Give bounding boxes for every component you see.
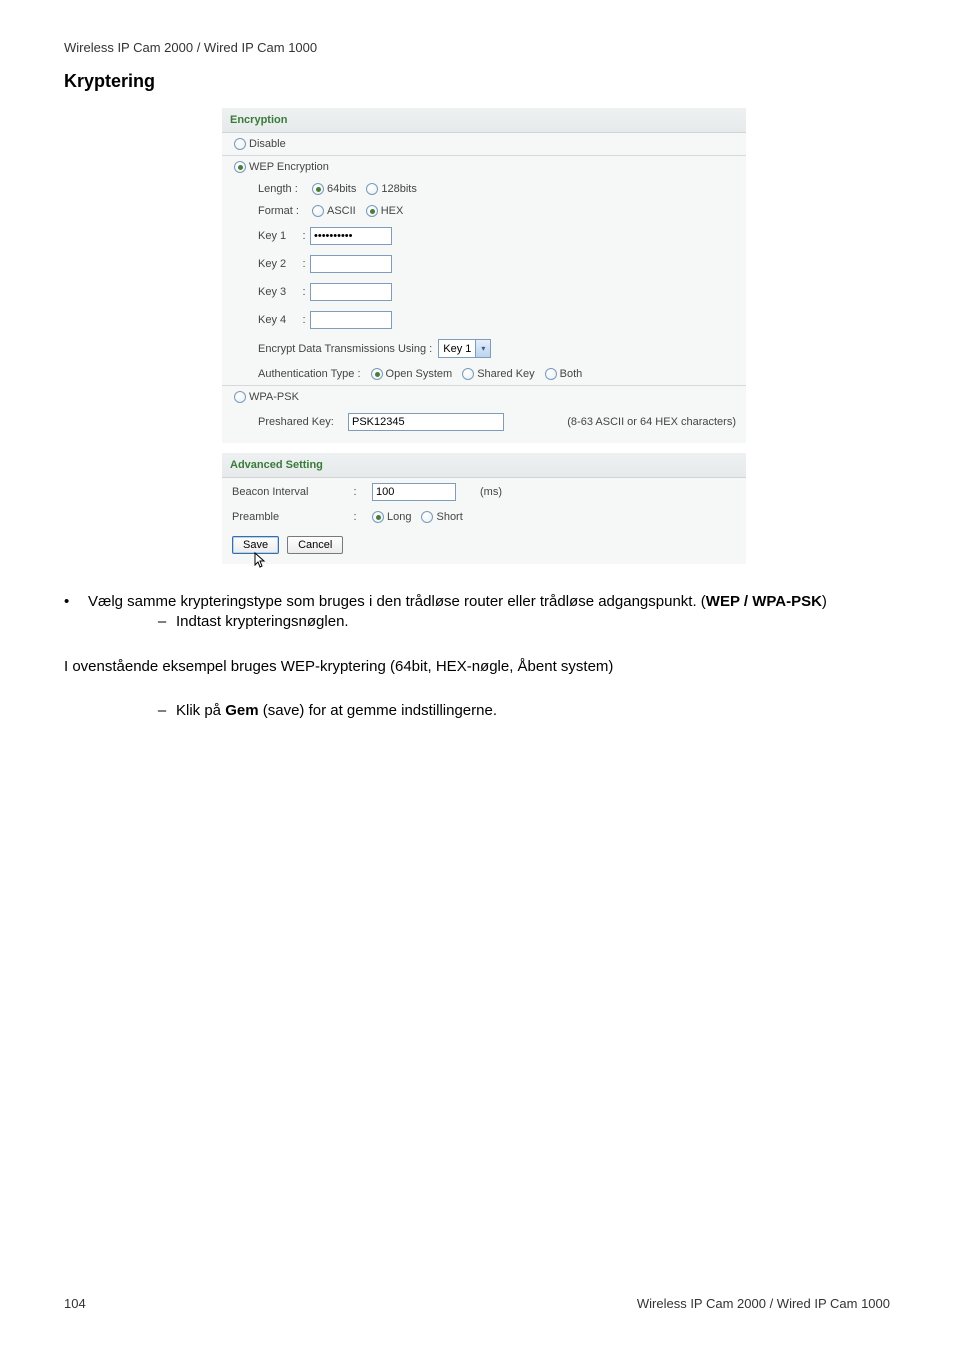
encryption-wep-row: WEP Encryption [222,156,746,178]
dash1-text: Indtast krypteringsnøglen. [176,612,349,632]
config-screenshot: Encryption Disable WEP Encryption Length… [222,108,746,564]
wep-key4-label: Key 4 [258,314,298,326]
colon: : [298,286,310,298]
radio-auth-open[interactable]: Open System [371,368,453,380]
bullet1-a: Vælg samme krypteringstype som bruges i … [88,593,706,610]
dash-icon: – [148,612,176,632]
wep-key1-label: Key 1 [258,230,298,242]
chevron-down-icon: ▾ [475,340,490,357]
wpa-psk-label: Preshared Key: [258,416,348,428]
cancel-button[interactable]: Cancel [287,536,343,554]
wep-auth-row: Authentication Type : Open System Shared… [222,363,746,385]
radio-preamble-long-label: Long [387,511,411,523]
advanced-heading: Advanced Setting [222,453,746,478]
bullet1-bold: WEP / WPA-PSK [706,593,822,610]
footer-product-name: Wireless IP Cam 2000 / Wired IP Cam 1000 [637,1296,890,1311]
radio-auth-shared[interactable]: Shared Key [462,368,534,380]
radio-length-64[interactable]: 64bits [312,183,356,195]
dash2-b: (save) for at gemme indstillingerne. [259,702,497,719]
wep-encrypt-using-label: Encrypt Data Transmissions Using : [258,343,432,355]
radio-format-ascii[interactable]: ASCII [312,205,356,217]
wep-length-row: Length : 64bits 128bits [222,178,746,200]
encryption-disable-row: Disable [222,133,746,155]
advanced-panel: Advanced Setting Beacon Interval : (ms) … [222,453,746,564]
wep-format-row: Format : ASCII HEX [222,200,746,222]
radio-auth-shared-label: Shared Key [477,368,534,380]
radio-format-ascii-label: ASCII [327,205,356,217]
bullet-item: • Vælg samme krypteringstype som bruges … [64,592,890,612]
section-title: Kryptering [0,63,954,108]
wep-key2-label: Key 2 [258,258,298,270]
dash-item: – Klik på Gem (save) for at gemme indsti… [64,701,890,721]
wep-key3-input[interactable] [310,283,392,301]
dash2-bold: Gem [225,702,258,719]
wpa-psk-row: Preshared Key: (8-63 ASCII or 64 HEX cha… [222,408,746,441]
para-text: I ovenstående eksempel bruges WEP-krypte… [64,657,890,677]
body-content: • Vælg samme krypteringstype som bruges … [0,564,954,721]
radio-disable-label: Disable [249,138,286,150]
radio-length-128-label: 128bits [381,183,416,195]
beacon-label: Beacon Interval [232,486,338,498]
wep-encrypt-using-row: Encrypt Data Transmissions Using : Key 1… [222,334,746,363]
wep-key2-input[interactable] [310,255,392,273]
wep-key3-label: Key 3 [258,286,298,298]
wep-format-label: Format : [258,205,312,217]
wpa-psk-hint: (8-63 ASCII or 64 HEX characters) [567,416,736,428]
radio-preamble-short-label: Short [436,511,462,523]
buttons-row: Save Cancel [222,528,746,562]
radio-length-64-label: 64bits [327,183,356,195]
radio-preamble-short[interactable]: Short [421,511,462,523]
wep-key4-row: Key 4 : [222,306,746,334]
radio-format-hex[interactable]: HEX [366,205,404,217]
colon: : [338,486,372,498]
colon: : [298,230,310,242]
radio-wep[interactable]: WEP Encryption [234,161,329,173]
colon: : [338,511,372,523]
colon: : [298,258,310,270]
preamble-row: Preamble : Long Short [222,506,746,528]
dash2-a: Klik på [176,702,225,719]
page-footer: 104 Wireless IP Cam 2000 / Wired IP Cam … [64,1296,890,1311]
beacon-unit: (ms) [480,486,502,498]
wep-key2-row: Key 2 : [222,250,746,278]
encryption-panel: Encryption Disable WEP Encryption Length… [222,108,746,443]
wpa-psk-input[interactable] [348,413,504,431]
wep-auth-label: Authentication Type : [258,368,361,380]
radio-auth-open-label: Open System [386,368,453,380]
wep-length-label: Length : [258,183,312,195]
preamble-label: Preamble [232,511,338,523]
wep-encrypt-using-select[interactable]: Key 1 ▾ [438,339,491,358]
wep-key1-input[interactable] [310,227,392,245]
radio-wep-label: WEP Encryption [249,161,329,173]
bullet-icon: • [64,592,88,612]
select-value: Key 1 [443,343,475,355]
radio-wpa[interactable]: WPA-PSK [234,391,299,403]
colon: : [298,314,310,326]
radio-auth-both[interactable]: Both [545,368,583,380]
radio-wpa-label: WPA-PSK [249,391,299,403]
radio-format-hex-label: HEX [381,205,404,217]
wep-key1-row: Key 1 : [222,222,746,250]
beacon-row: Beacon Interval : (ms) [222,478,746,506]
encryption-wpa-row: WPA-PSK [222,386,746,408]
page-number: 104 [64,1296,86,1311]
page-header: Wireless IP Cam 2000 / Wired IP Cam 1000 [0,0,954,63]
encryption-heading: Encryption [222,108,746,133]
radio-disable[interactable]: Disable [234,138,286,150]
dash-item: – Indtast krypteringsnøglen. [64,612,890,632]
beacon-input[interactable] [372,483,456,501]
wep-key3-row: Key 3 : [222,278,746,306]
radio-preamble-long[interactable]: Long [372,511,411,523]
dash-icon: – [148,701,176,721]
bullet1-b: ) [822,593,827,610]
cursor-icon [254,552,268,570]
radio-length-128[interactable]: 128bits [366,183,416,195]
radio-auth-both-label: Both [560,368,583,380]
wep-key4-input[interactable] [310,311,392,329]
